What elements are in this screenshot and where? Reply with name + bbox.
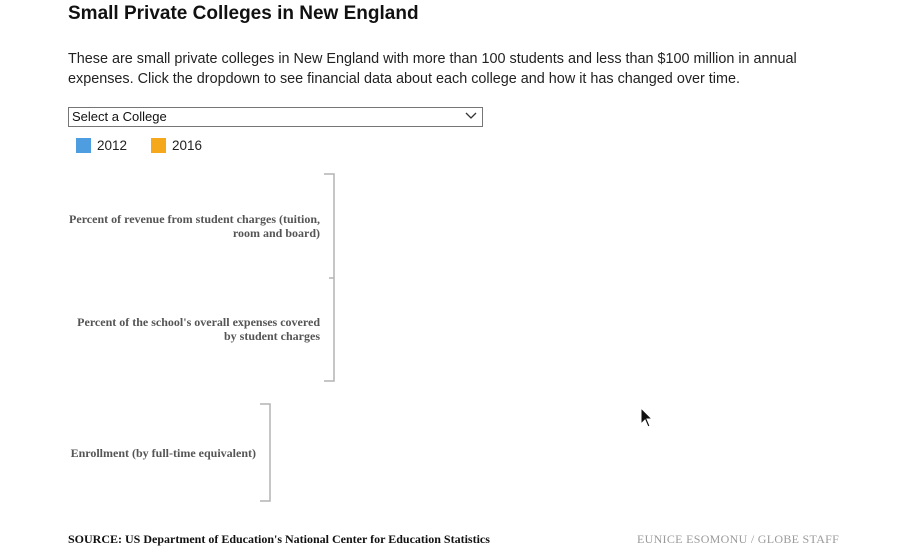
legend-item-2012: 2012 — [76, 137, 127, 153]
staff-credit: EUNICE ESOMONU / GLOBE STAFF — [637, 532, 840, 546]
legend-swatch-2012 — [76, 137, 91, 153]
intro-text: These are small private colleges in New … — [68, 51, 797, 87]
page-title: Small Private Colleges in New England — [68, 3, 419, 24]
mouse-cursor-icon — [640, 407, 654, 428]
legend-label-2012: 2012 — [97, 137, 128, 153]
enrollment-bracket — [260, 403, 271, 502]
revenue-row-label: Percent of revenue from student charges … — [69, 212, 320, 240]
legend-item-2016: 2016 — [151, 137, 202, 153]
legend-label-2016: 2016 — [172, 137, 203, 153]
enrollment-row-label: Enrollment (by full-time equivalent) — [70, 446, 256, 460]
percent-group-bracket — [324, 173, 335, 382]
legend-swatch-2016 — [151, 137, 166, 153]
source-note: SOURCE: US Department of Education's Nat… — [68, 532, 490, 546]
college-select-dropdown[interactable]: Select a College — [68, 107, 483, 127]
chevron-down-icon — [465, 112, 477, 119]
college-select-value: Select a College — [72, 109, 167, 124]
expenses-row-label: Percent of the school's overall expenses… — [77, 315, 320, 343]
